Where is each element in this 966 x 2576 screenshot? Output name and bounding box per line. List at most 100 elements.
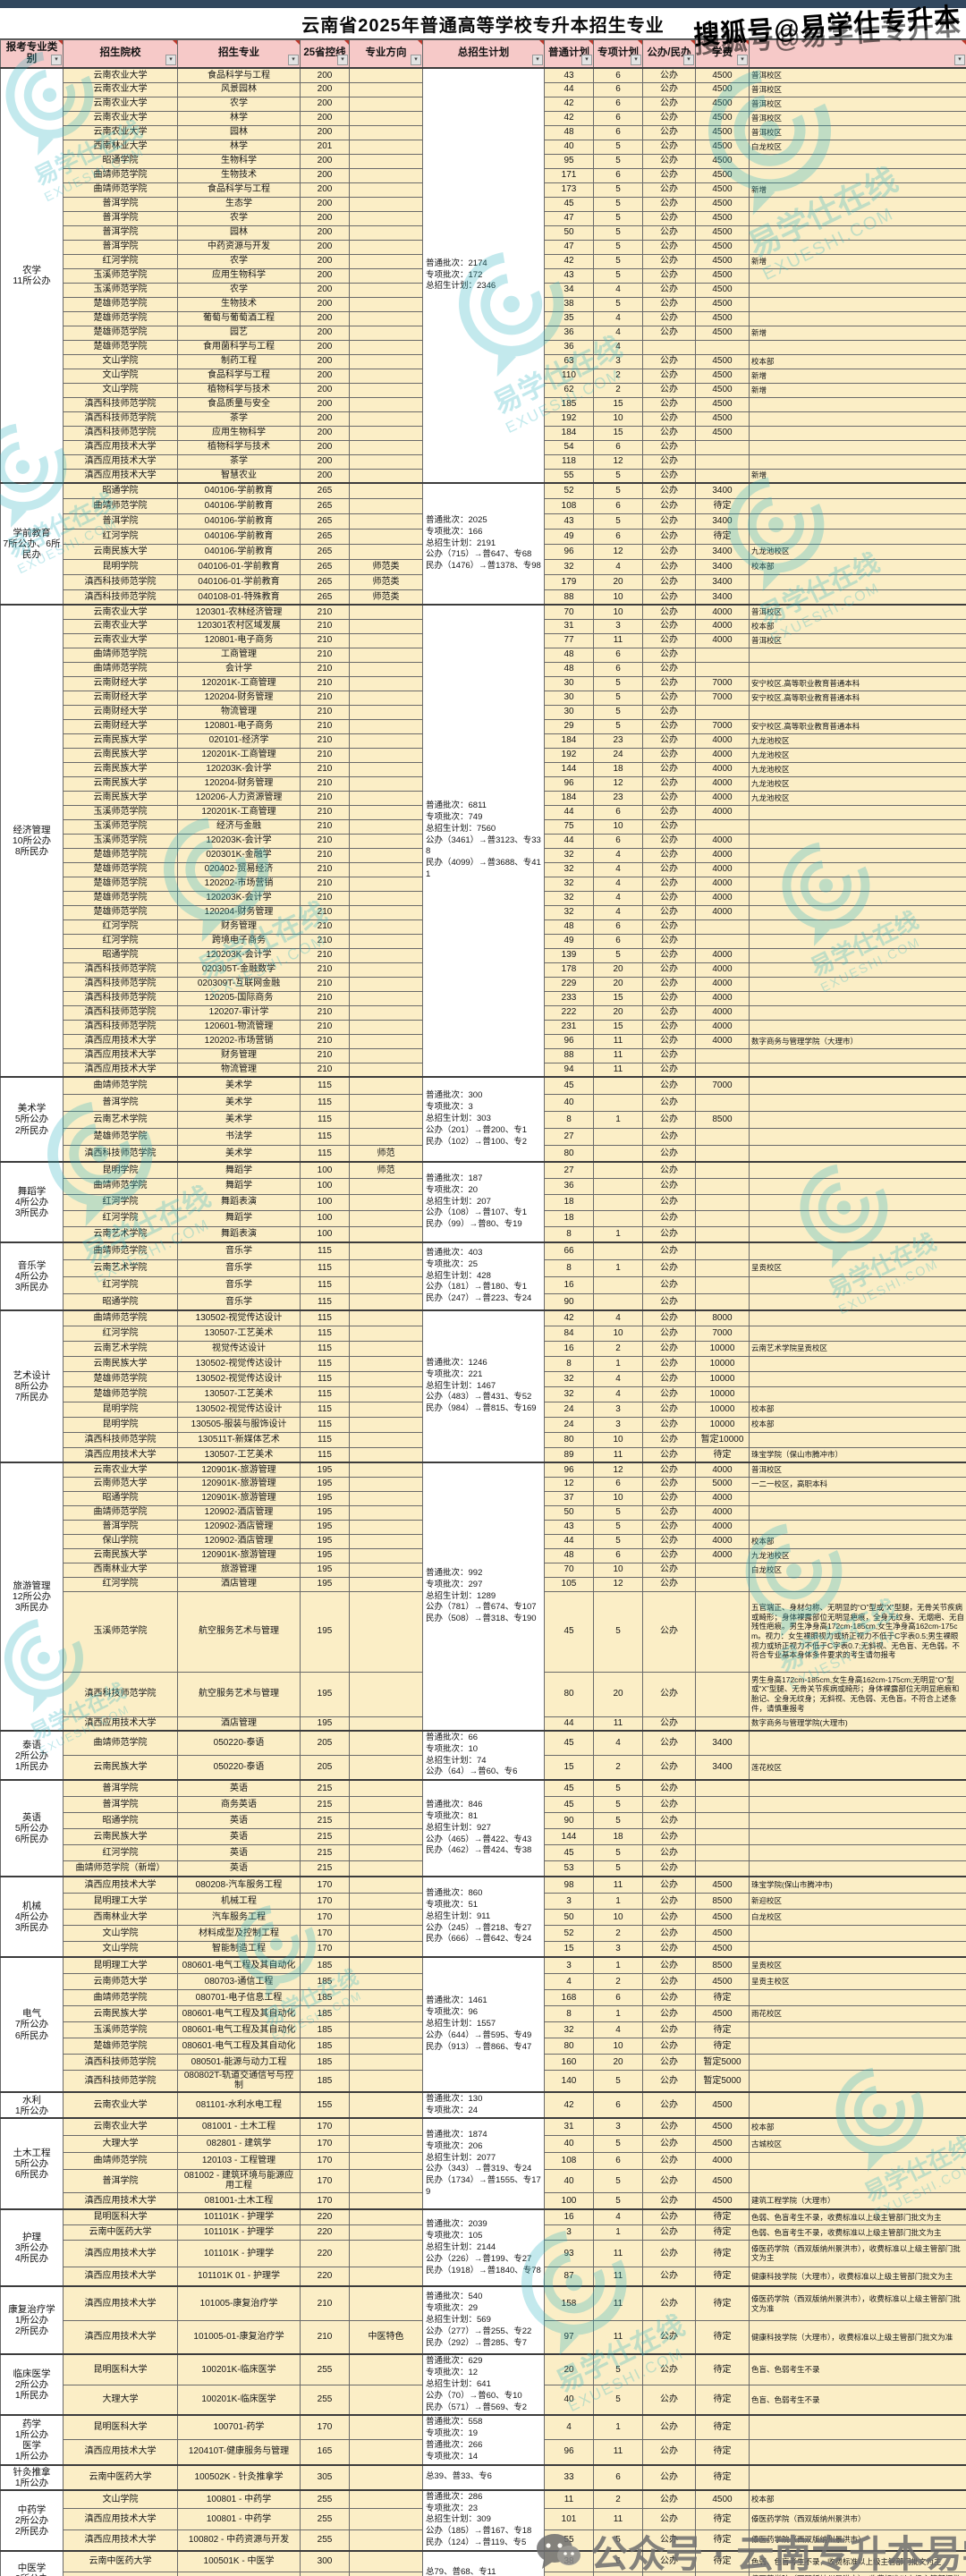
cell-special-plan: 2 [593, 1755, 643, 1781]
cell-direction [349, 67, 423, 83]
column-header-10: ▾ [749, 39, 966, 69]
cell-score-line: 210 [300, 876, 350, 892]
cell-tuition: 待定 [695, 2319, 750, 2355]
cell-regular-plan: 45 [544, 1590, 594, 1673]
cell-score-line: 215 [300, 1811, 350, 1829]
filter-dropdown-icon[interactable]: ▾ [288, 55, 299, 65]
cell-regular-plan: 44 [544, 833, 594, 849]
cell-college: 云南艺术学院 [63, 1340, 178, 1357]
cell-remark [749, 1225, 966, 1243]
filter-dropdown-icon[interactable]: ▾ [337, 55, 348, 65]
filter-dropdown-icon[interactable]: ▾ [737, 55, 748, 65]
cell-remark [749, 2414, 966, 2440]
total-plan-summary-cell: 普通批次：300 专项批次：3 总招生计划：303 公办（201）→普200、专… [422, 1076, 545, 1163]
cell-direction [349, 425, 423, 441]
cell-special-plan: 23 [593, 733, 643, 749]
cell-remark: 数字商务与管理学院（大理市） [749, 1033, 966, 1049]
cell-tuition: 待定 [695, 2037, 750, 2055]
cell-tuition: 4500 [695, 411, 750, 427]
cell-regular-plan: 43 [544, 513, 594, 530]
cell-tuition [695, 1843, 750, 1861]
cell-remark [749, 1924, 966, 1942]
cell-public-private: 公办 [642, 282, 696, 298]
cell-direction [349, 282, 423, 298]
cell-public-private: 公办 [642, 2004, 696, 2022]
cell-major: 082801 - 建筑学 [177, 2134, 301, 2153]
cell-direction [349, 1562, 423, 1578]
cell-remark [749, 1827, 966, 1845]
cell-remark: 新增 [749, 382, 966, 398]
cell-regular-plan: 32 [544, 904, 594, 920]
filter-dropdown-icon[interactable]: ▾ [581, 55, 592, 65]
cell-remark: 一二一校区，高职本科 [749, 1476, 966, 1492]
cell-major: 应用生物科学 [177, 267, 301, 284]
cell-regular-plan: 75 [544, 818, 594, 835]
cell-remark: 云南艺术学院呈贡校区 [749, 1340, 966, 1357]
filter-dropdown-icon[interactable]: ▾ [683, 55, 694, 65]
cell-special-plan: 11 [593, 1876, 643, 1894]
cell-direction [349, 2037, 423, 2055]
cell-tuition: 4000 [695, 733, 750, 749]
cell-direction [349, 1292, 423, 1311]
cell-remark [749, 804, 966, 820]
cell-direction [349, 1956, 423, 1974]
cell-tuition [695, 1811, 750, 1829]
cell-special-plan: 10 [593, 2037, 643, 2055]
cell-special-plan: 23 [593, 790, 643, 806]
cell-public-private: 公办 [642, 182, 696, 198]
cell-major: 120202-市场营销 [177, 876, 301, 892]
cell-score-line: 210 [300, 761, 350, 777]
cell-score-line: 200 [300, 368, 350, 384]
cell-score-line: 220 [300, 2239, 350, 2267]
cell-direction [349, 1370, 423, 1387]
cell-public-private: 公办 [642, 933, 696, 949]
cell-score-line: 170 [300, 2168, 350, 2193]
corner-mark-icon [539, 40, 544, 45]
cell-score-line: 185 [300, 1956, 350, 1974]
cell-public-private: 公办 [642, 1019, 696, 1035]
cell-major: 040106-学前教育 [177, 482, 301, 499]
filter-dropdown-icon[interactable]: ▾ [51, 55, 62, 65]
cell-public-private: 公办 [642, 1401, 696, 1418]
cell-regular-plan: 32 [544, 558, 594, 575]
total-plan-summary-cell: 普通批次：558 专项批次：19 普通批次：266 专项批次：14 [422, 2414, 545, 2466]
cell-major: 100801 - 中药学 [177, 2508, 301, 2530]
cell-tuition [695, 1144, 750, 1163]
cell-regular-plan: 173 [544, 182, 594, 198]
cell-public-private: 公办 [642, 1309, 696, 1326]
cell-tuition: 4000 [695, 904, 750, 920]
cell-regular-plan: 36 [544, 1177, 594, 1195]
filter-dropdown-icon[interactable]: ▾ [631, 55, 641, 65]
cell-score-line: 255 [300, 2488, 350, 2510]
cell-direction [349, 1476, 423, 1492]
cell-major: 音乐学 [177, 1258, 301, 1277]
filter-dropdown-icon[interactable]: ▾ [411, 55, 421, 65]
cell-regular-plan: 80 [544, 1144, 594, 1163]
cell-score-line: 255 [300, 2508, 350, 2530]
cell-tuition: 4000 [695, 1519, 750, 1535]
cell-regular-plan: 48 [544, 919, 594, 935]
cell-college: 云南农业大学 [63, 110, 178, 126]
cell-special-plan: 10 [593, 1490, 643, 1506]
cell-major: 120207-审计学 [177, 1004, 301, 1021]
cell-regular-plan: 18 [544, 1209, 594, 1227]
cell-regular-plan: 178 [544, 962, 594, 978]
cell-remark [749, 453, 966, 470]
cell-tuition [695, 468, 750, 484]
cell-score-line: 210 [300, 804, 350, 820]
cell-special-plan: 4 [593, 1730, 643, 1757]
cell-public-private: 公办 [642, 618, 696, 634]
cell-major: 120203K-会计学 [177, 947, 301, 963]
cell-regular-plan: 98 [544, 1876, 594, 1894]
cell-major: 汽车服务工程 [177, 1908, 301, 1926]
cell-major: 120204-财务管理 [177, 690, 301, 706]
filter-dropdown-icon[interactable]: ▾ [954, 55, 965, 65]
cell-direction [349, 1416, 423, 1433]
filter-dropdown-icon[interactable]: ▾ [532, 55, 543, 65]
cell-public-private: 公办 [642, 1062, 696, 1078]
cell-tuition [695, 661, 750, 677]
cell-special-plan: 5 [593, 267, 643, 284]
cell-college: 滇西应用技术大学 [63, 2319, 178, 2355]
filter-dropdown-icon[interactable]: ▾ [165, 55, 176, 65]
cell-remark: 傣医药学院（西双版纳州景洪市），收费标准以上级主管部门批文为主 [749, 2239, 966, 2267]
